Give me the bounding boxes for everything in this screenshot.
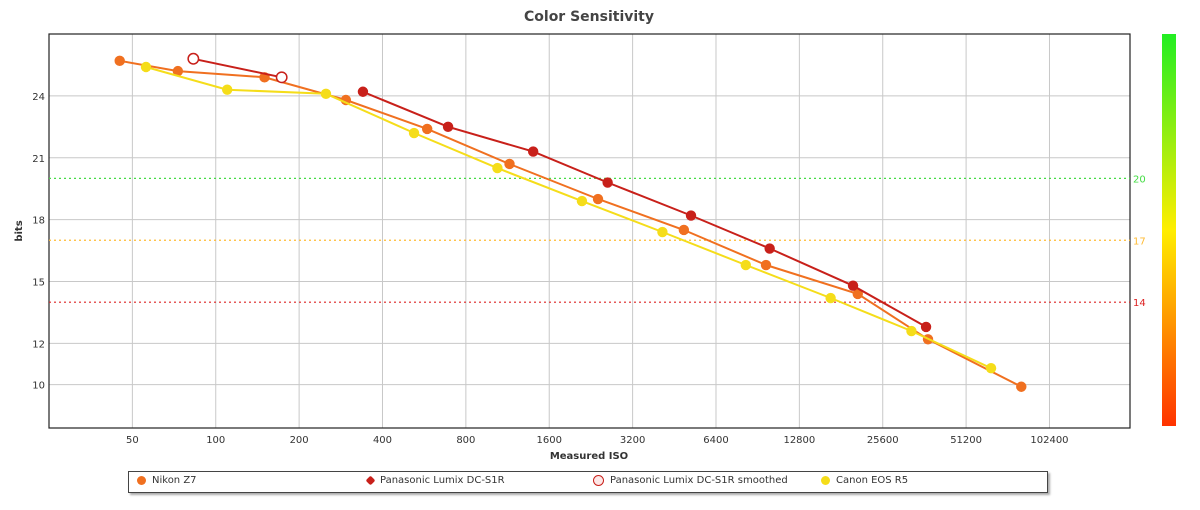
series-0-point xyxy=(760,259,772,271)
chart-title: Color Sensitivity xyxy=(524,9,654,25)
x-tick-label: 50 xyxy=(126,435,139,446)
reference-line-label: 17 xyxy=(1133,236,1146,247)
series-1-point xyxy=(847,280,859,291)
series-3-point xyxy=(222,84,233,95)
series-layer xyxy=(114,52,1027,392)
reference-line-label: 20 xyxy=(1133,174,1146,185)
series-1-point xyxy=(527,146,539,157)
legend-item-panasonic-s1r[interactable]: Panasonic Lumix DC-S1R xyxy=(365,475,505,486)
series-3-point xyxy=(408,127,420,139)
series-0-point xyxy=(592,193,604,205)
series-0-point xyxy=(852,288,863,300)
x-tick-label: 800 xyxy=(456,435,475,446)
y-tick-label: 18 xyxy=(32,216,45,227)
x-tick-label: 200 xyxy=(290,435,309,446)
series-line-1 xyxy=(362,90,927,328)
legend-swatch-3 xyxy=(821,476,830,485)
x-tick-label: 100 xyxy=(206,435,225,446)
y-axis-label: bits xyxy=(14,220,25,241)
y-axis-ticks: 10 12 15 18 21 24 xyxy=(32,92,45,392)
series-3-point xyxy=(492,162,503,174)
x-tick-label: 6400 xyxy=(703,435,728,446)
series-0-point xyxy=(172,65,184,77)
series-0-point xyxy=(678,224,690,236)
legend: Nikon Z7 Panasonic Lumix DC-S1R Panasoni… xyxy=(128,471,1048,493)
legend-label: Nikon Z7 xyxy=(152,475,197,486)
series-line-0 xyxy=(119,59,1022,388)
x-tick-label: 12800 xyxy=(783,435,815,446)
reference-lines: 20 17 14 xyxy=(49,174,1146,309)
series-0-point xyxy=(504,158,515,170)
legend-label: Panasonic Lumix DC-S1R smoothed xyxy=(610,475,788,486)
chart: Color Sensitivity 20 17 14 50 100 200 400 800 1… xyxy=(14,9,1176,462)
series-1-point xyxy=(685,210,697,221)
series-3-point xyxy=(985,362,997,374)
series-3-point xyxy=(140,61,152,73)
y-tick-label: 15 xyxy=(32,278,45,289)
y-tick-label: 21 xyxy=(32,154,45,165)
legend-swatch-1 xyxy=(365,475,376,486)
series-0-point xyxy=(421,123,433,135)
x-tick-label: 1600 xyxy=(537,435,562,446)
legend-item-canon-eos-r5[interactable]: Canon EOS R5 xyxy=(821,475,908,486)
legend-label: Panasonic Lumix DC-S1R xyxy=(380,475,505,486)
x-tick-label: 25600 xyxy=(867,435,899,446)
grid xyxy=(49,34,1130,428)
series-1-point xyxy=(764,243,775,254)
legend-swatch-0 xyxy=(137,476,146,485)
legend-swatch-2 xyxy=(593,475,604,486)
y-tick-label: 12 xyxy=(32,339,45,350)
series-1-point xyxy=(602,177,613,188)
x-axis-ticks: 50 100 200 400 800 1600 3200 6400 12800 25600 5120… xyxy=(126,435,1069,446)
x-tick-label: 400 xyxy=(373,435,392,446)
series-line-2 xyxy=(193,57,282,79)
series-2-point xyxy=(187,52,200,65)
series-line-3 xyxy=(145,66,992,370)
colorbar xyxy=(1162,34,1176,426)
legend-item-panasonic-s1r-smoothed[interactable]: Panasonic Lumix DC-S1R smoothed xyxy=(593,475,788,486)
x-tick-label: 3200 xyxy=(620,435,645,446)
series-1-point xyxy=(442,121,454,133)
series-3-point xyxy=(657,226,668,238)
legend-label: Canon EOS R5 xyxy=(836,475,909,486)
x-axis-label: Measured ISO xyxy=(550,451,628,462)
x-tick-label: 51200 xyxy=(950,435,982,446)
y-tick-label: 24 xyxy=(32,92,45,103)
plot-area xyxy=(48,33,1131,429)
x-tick-label: 102400 xyxy=(1030,435,1068,446)
series-2-point xyxy=(275,71,288,84)
series-3-point xyxy=(825,292,836,304)
series-1-point xyxy=(920,321,932,333)
series-3-point xyxy=(906,325,917,337)
legend-item-nikon-z7[interactable]: Nikon Z7 xyxy=(137,475,197,486)
series-3-point xyxy=(576,195,588,207)
series-1-point xyxy=(357,86,369,97)
series-0-point xyxy=(114,55,125,67)
series-3-point xyxy=(320,88,332,100)
y-tick-label: 10 xyxy=(32,381,45,392)
series-0-point xyxy=(340,94,352,106)
series-3-point xyxy=(740,259,751,271)
series-0-point xyxy=(1016,381,1027,392)
reference-line-label: 14 xyxy=(1133,298,1146,309)
